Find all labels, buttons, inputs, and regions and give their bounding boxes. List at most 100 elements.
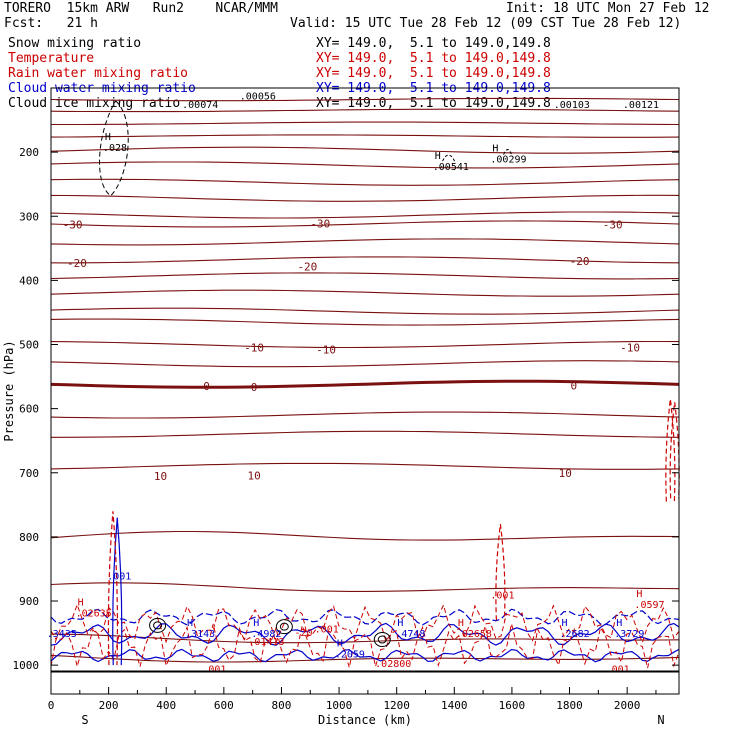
south-end-label: S bbox=[81, 713, 88, 727]
field-rain-xy: XY= 149.0, 5.1 to 149.0,149.8 bbox=[316, 66, 551, 81]
extremum-label: .00074 bbox=[182, 100, 218, 111]
isotherm-line bbox=[50, 411, 680, 419]
isotherm-line bbox=[50, 194, 680, 202]
field-temperature-xy: XY= 149.0, 5.1 to 149.0,149.8 bbox=[316, 51, 551, 66]
isotherm-line bbox=[50, 238, 680, 246]
chart-header: TORERO 15km ARW Run2 NCAR/MMM Init: 18 U… bbox=[0, 0, 740, 112]
isotherm-line bbox=[51, 121, 680, 126]
isotherm-line bbox=[50, 582, 680, 592]
field-snow-name: Snow mixing ratio bbox=[8, 36, 142, 51]
extremum-label: .028 bbox=[103, 143, 127, 154]
extremum-label: .00541 bbox=[433, 162, 469, 173]
extremum-marker: H bbox=[253, 618, 259, 629]
isotherm-line bbox=[50, 530, 680, 541]
isotherm-line bbox=[50, 340, 680, 349]
isotherm-label: -10 bbox=[244, 342, 264, 355]
isotherm-line bbox=[50, 97, 680, 102]
isotherm-label: -30 bbox=[603, 219, 623, 232]
y-tick-label: 300 bbox=[19, 210, 39, 223]
isotherm-label: -20 bbox=[297, 260, 317, 273]
ring-contour bbox=[377, 635, 387, 644]
extremum-label: .001 bbox=[606, 664, 630, 675]
cloud-water-contour bbox=[50, 608, 680, 626]
x-tick-label: 0 bbox=[48, 699, 55, 712]
init-time: Init: 18 UTC Mon 27 Feb 12 bbox=[506, 1, 710, 16]
extremum-label: .01413 bbox=[248, 637, 284, 648]
isotherm-line bbox=[50, 108, 680, 113]
rain-water-contour bbox=[50, 603, 680, 644]
field-cloud-ice-xy: XY= 149.0, 5.1 to 149.0,149.8 bbox=[316, 96, 551, 111]
x-tick-label: 400 bbox=[156, 699, 176, 712]
extremum-marker: H bbox=[562, 618, 568, 629]
isotherm-label: 0 bbox=[571, 380, 578, 393]
forecast-hour: Fcst: 21 h bbox=[4, 16, 98, 31]
isotherm-label: -20 bbox=[67, 257, 87, 270]
x-tick-label: 800 bbox=[272, 699, 292, 712]
x-tick-label: 2000 bbox=[614, 699, 641, 712]
extremum-label: .001 bbox=[202, 664, 226, 675]
extremum-label: -20 bbox=[295, 628, 313, 639]
isotherm-line bbox=[50, 272, 680, 280]
field-snow-xy: XY= 149.0, 5.1 to 149.0,149.8 bbox=[316, 36, 551, 51]
extremum-label: .02658 bbox=[456, 629, 492, 640]
moisture-plume-contour bbox=[112, 517, 123, 666]
surface-moisture-contours bbox=[50, 398, 680, 669]
x-tick-label: 1200 bbox=[383, 699, 410, 712]
y-axis-title: Pressure (hPa) bbox=[2, 340, 16, 441]
extremum-marker: H bbox=[636, 589, 642, 600]
isotherm-line bbox=[50, 146, 680, 154]
y-tick-label: 600 bbox=[19, 403, 39, 416]
isotherm-label: 10 bbox=[154, 470, 167, 483]
extremum-label: .3729 bbox=[614, 629, 644, 640]
extremum-label: .001 bbox=[107, 571, 131, 582]
axes: 0 200 400 600 800 1000 1200 1400 1600 1800 2000200… bbox=[2, 87, 680, 727]
moisture-plume-contour bbox=[495, 523, 506, 621]
isotherm-label: 0 bbox=[251, 381, 258, 394]
x-tick-label: 1400 bbox=[441, 699, 468, 712]
extremum-marker: H bbox=[78, 598, 84, 609]
isotherm-line bbox=[50, 256, 680, 264]
field-rain-name: Rain water mixing ratio bbox=[8, 66, 189, 81]
snow-contour bbox=[442, 154, 455, 162]
x-tick-label: 1600 bbox=[499, 699, 526, 712]
extremum-label: .001 bbox=[315, 625, 339, 636]
moisture-plume-contour bbox=[107, 511, 119, 666]
isotherm-line bbox=[50, 211, 680, 219]
extremum-label: .001 bbox=[490, 591, 514, 602]
x-tick-label: 1000 bbox=[326, 699, 353, 712]
y-tick-label: 1000 bbox=[13, 659, 40, 672]
extremum-label: .00299 bbox=[490, 155, 526, 166]
ring-contour bbox=[279, 622, 289, 631]
extremum-label: .02800 bbox=[375, 659, 411, 670]
isotherm-label: 10 bbox=[247, 469, 260, 482]
isotherm-label: -10 bbox=[620, 342, 640, 355]
isotherm-label: 0 bbox=[203, 380, 210, 393]
x-tick-label: 200 bbox=[99, 699, 119, 712]
extremum-label: .00056 bbox=[240, 92, 276, 103]
x-tick-label: 1800 bbox=[556, 699, 583, 712]
isotherm-label: -30 bbox=[310, 217, 330, 230]
ring-contour bbox=[153, 621, 163, 630]
isotherm-lines bbox=[50, 97, 680, 663]
x-axis-title: Distance (km) bbox=[318, 713, 412, 727]
extremum-marker: H bbox=[397, 618, 403, 629]
extremum-label: .02635 bbox=[76, 609, 112, 620]
upper-snow-contours bbox=[99, 100, 513, 197]
isotherm-line bbox=[50, 379, 680, 389]
isotherm-line bbox=[50, 289, 680, 297]
rain-water-contour bbox=[50, 623, 680, 669]
extremum-label: .2682 bbox=[560, 629, 590, 640]
extremum-label: .00121 bbox=[623, 100, 659, 111]
isotherm-line bbox=[50, 134, 680, 138]
isotherm-line bbox=[50, 633, 680, 644]
isotherm-label: -20 bbox=[570, 255, 590, 268]
extremum-marker: H bbox=[187, 618, 193, 629]
y-tick-label: 200 bbox=[19, 146, 39, 159]
extremum-label: .0597 bbox=[634, 600, 664, 611]
snow-contour bbox=[503, 149, 513, 155]
isotherm-label: 10 bbox=[559, 467, 572, 480]
extremum-marker: H bbox=[337, 639, 343, 650]
north-end-label: N bbox=[657, 713, 664, 727]
isotherm-line bbox=[50, 220, 680, 228]
y-tick-label: 500 bbox=[19, 339, 39, 352]
